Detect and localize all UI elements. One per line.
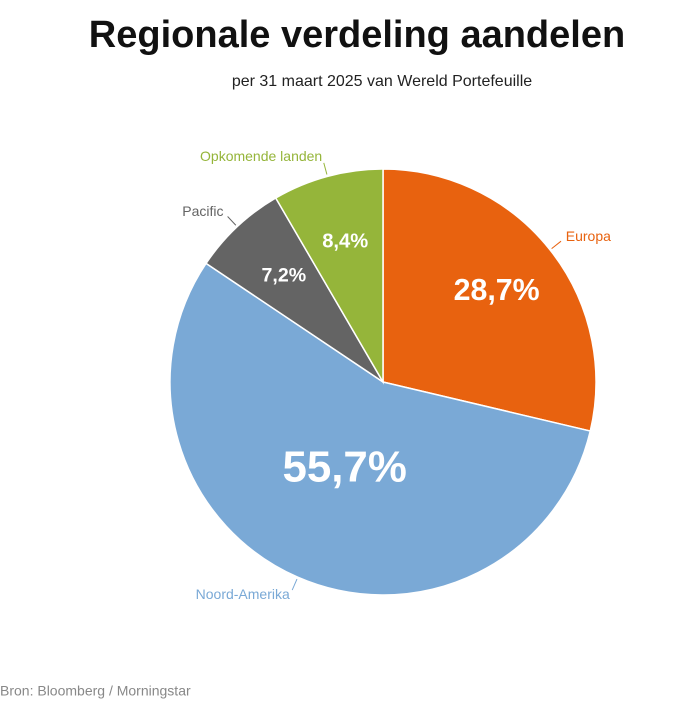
value-label: 7,2% (262, 265, 307, 287)
value-label: 8,4% (322, 231, 368, 253)
category-label: Europa (566, 228, 611, 244)
leader-line (323, 162, 328, 175)
category-label: Opkomende landen (200, 148, 322, 164)
leader-line (551, 240, 562, 250)
chart-subtitle: per 31 maart 2025 van Wereld Portefeuill… (232, 73, 532, 90)
value-label: 55,7% (282, 442, 406, 491)
category-label: Pacific (182, 203, 223, 219)
pie-slice (382, 168, 597, 432)
chart-title: Regionale verdeling aandelen (89, 14, 625, 56)
value-label: 28,7% (454, 274, 540, 307)
category-label: Noord-Amerika (196, 586, 290, 602)
source-note: Bron: Bloomberg / Morningstar (0, 683, 191, 699)
leader-line (227, 216, 237, 226)
pie-slice (169, 262, 592, 596)
leader-line (291, 578, 298, 591)
pie-slice (274, 168, 384, 385)
